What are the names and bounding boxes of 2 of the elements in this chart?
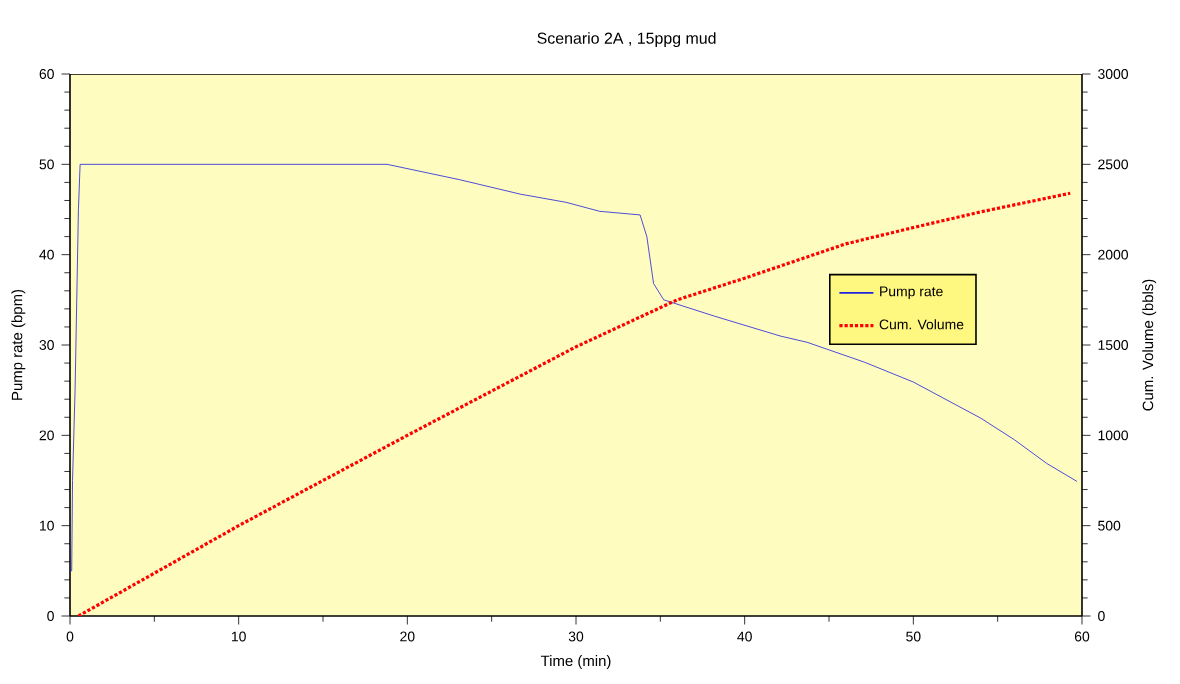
line-series: [70, 163, 1078, 572]
line-series: [76, 191, 1072, 616]
